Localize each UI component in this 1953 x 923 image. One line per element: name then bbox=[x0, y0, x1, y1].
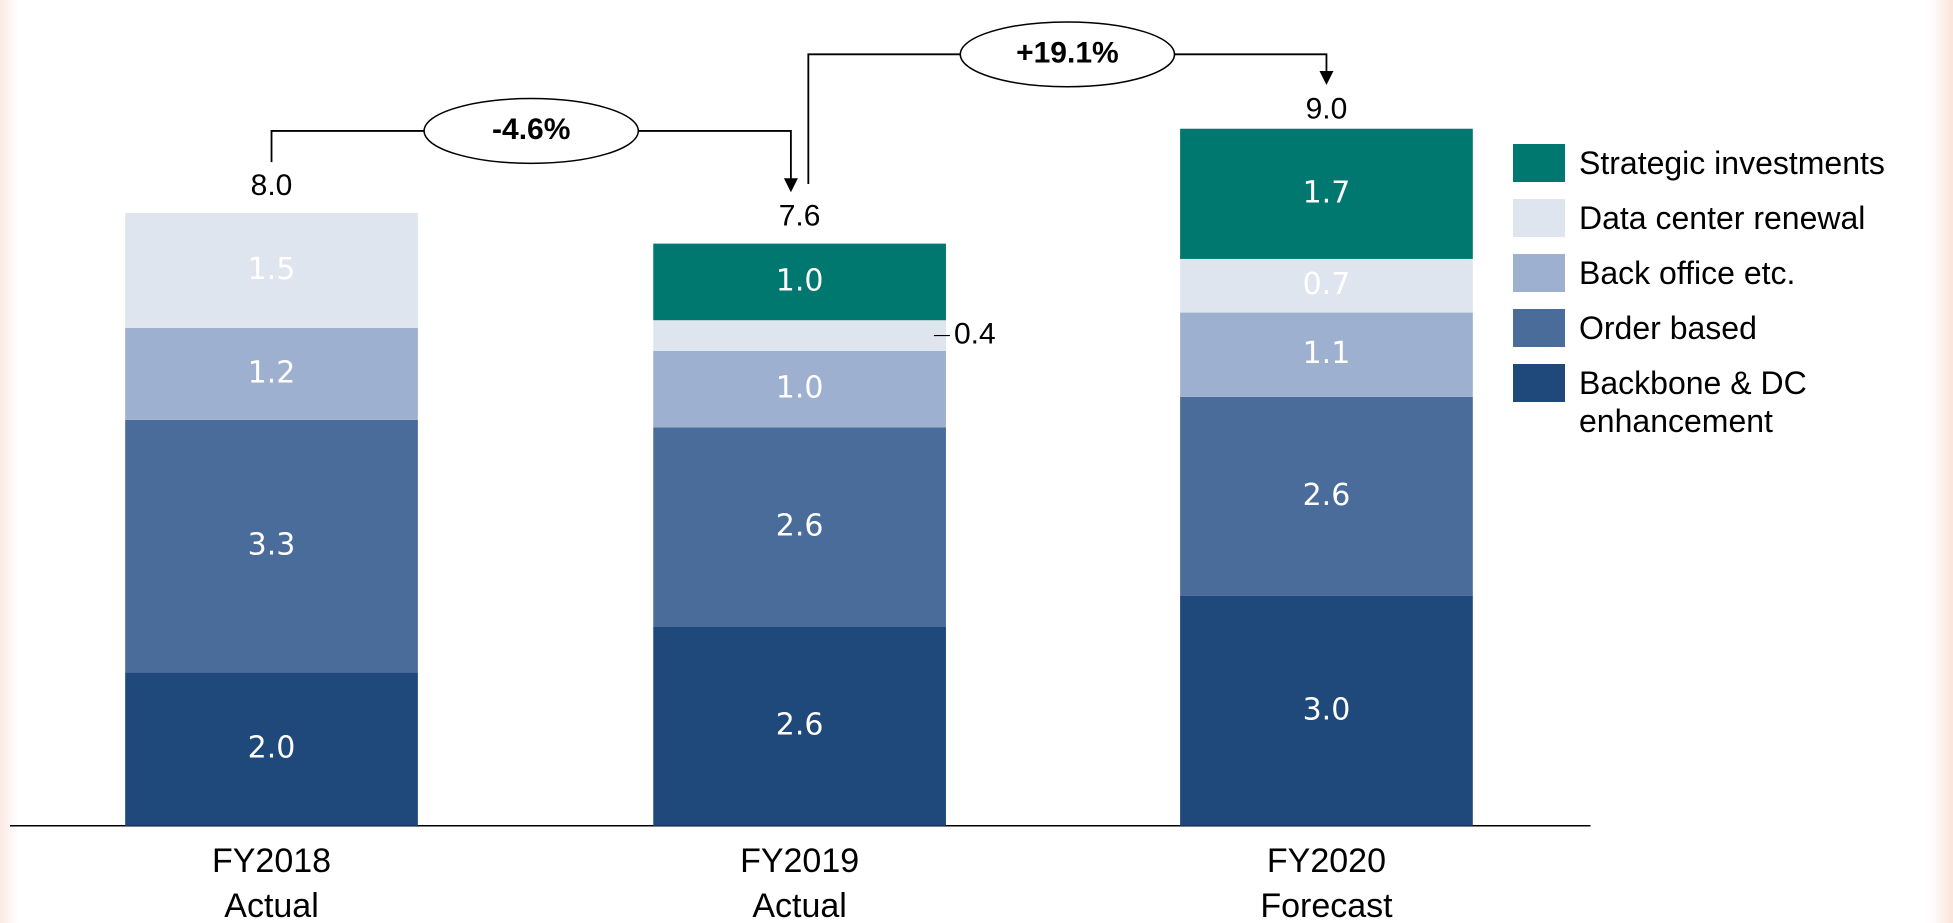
bar-segment bbox=[653, 243, 946, 321]
arrow-head bbox=[783, 178, 798, 193]
segment-label: 1.2 bbox=[248, 355, 296, 390]
legend-label: Order based bbox=[1579, 310, 1757, 346]
segment-label: 1.0 bbox=[776, 263, 824, 298]
growth-bubble bbox=[423, 97, 640, 165]
legend: Strategic investments Data center renewal… bbox=[1513, 144, 1953, 457]
bar-segment bbox=[653, 320, 946, 351]
legend-item: Backbone & DC enhancement bbox=[1513, 364, 1953, 440]
bar-segment bbox=[1180, 595, 1473, 826]
legend-item: Back office etc. bbox=[1513, 254, 1953, 292]
bar-segment bbox=[653, 626, 946, 826]
bar-segment bbox=[1180, 128, 1473, 259]
arrow-head bbox=[1319, 70, 1334, 85]
segment-label: 1.5 bbox=[248, 252, 296, 287]
segment-label: 1.7 bbox=[1303, 175, 1351, 210]
segment-label: 2.6 bbox=[776, 509, 824, 544]
growth-label: -4.6% bbox=[492, 113, 570, 146]
legend-swatch bbox=[1513, 254, 1565, 292]
bar-segment bbox=[1180, 312, 1473, 397]
legend-item: Order based bbox=[1513, 309, 1953, 347]
x-tick-label: FY2018 Actual bbox=[212, 842, 331, 923]
legend-label: Backbone & DC enhancement bbox=[1579, 365, 1807, 439]
total-label: 9.0 bbox=[1306, 92, 1348, 125]
segment-label: 3.0 bbox=[1303, 692, 1351, 727]
bar-segment bbox=[125, 672, 418, 826]
segment-label: 1.0 bbox=[776, 371, 824, 406]
segment-label: 0.4 bbox=[954, 317, 996, 350]
bar-segment bbox=[653, 350, 946, 428]
bar-segment bbox=[1180, 396, 1473, 596]
legend-label: Back office etc. bbox=[1579, 255, 1796, 291]
bar-segment bbox=[653, 427, 946, 627]
segment-label: 2.0 bbox=[248, 731, 296, 766]
bar-segment bbox=[125, 327, 418, 420]
total-label: 8.0 bbox=[251, 169, 293, 202]
legend-item: Strategic investments bbox=[1513, 144, 1953, 182]
bar-segment bbox=[125, 212, 418, 328]
legend-swatch bbox=[1513, 364, 1565, 402]
x-tick-label: FY2020 Forecast bbox=[1260, 842, 1393, 923]
growth-bubble bbox=[959, 21, 1176, 88]
legend-swatch bbox=[1513, 144, 1565, 182]
bar-segment bbox=[125, 419, 418, 673]
legend-swatch bbox=[1513, 309, 1565, 347]
segment-label: 2.6 bbox=[776, 708, 824, 743]
growth-label: +19.1% bbox=[1016, 36, 1119, 69]
legend-label: Strategic investments bbox=[1579, 145, 1885, 181]
legend-label: Data center renewal bbox=[1579, 200, 1866, 236]
legend-swatch bbox=[1513, 199, 1565, 237]
segment-label: 0.7 bbox=[1303, 267, 1351, 302]
segment-label: 2.6 bbox=[1303, 478, 1351, 513]
legend-item: Data center renewal bbox=[1513, 199, 1953, 237]
bar-segment bbox=[1180, 258, 1473, 313]
total-label: 7.6 bbox=[779, 200, 821, 233]
x-tick-label: FY2019 Actual bbox=[740, 842, 859, 923]
segment-label: 1.1 bbox=[1303, 336, 1351, 371]
segment-label: 3.3 bbox=[248, 528, 296, 563]
